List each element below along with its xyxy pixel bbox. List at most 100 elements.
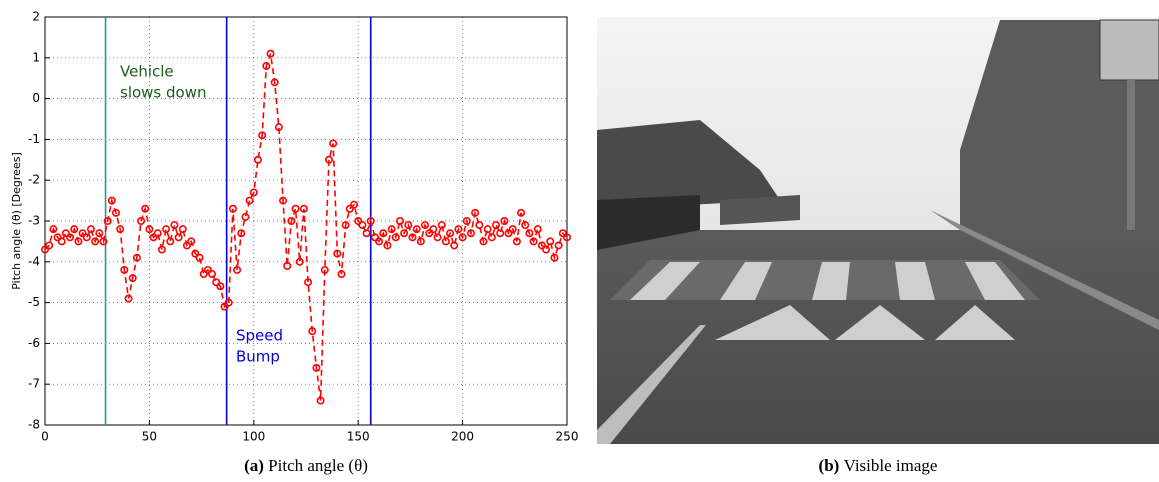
data-point [512,237,521,246]
data-point [145,225,154,234]
caption-label: (b) [819,456,840,475]
data-point [454,225,463,234]
data-point [487,233,496,242]
axes-frame [44,16,568,426]
y-tick-label: -4 [28,254,40,268]
data-point [291,204,300,213]
data-point [542,245,551,254]
data-point [475,221,484,230]
y-tick-label: -3 [28,214,40,228]
y-tick-label: 0 [32,91,40,105]
data-point [274,123,283,132]
data-point [162,225,171,234]
data-point [504,229,513,238]
data-point [283,261,292,270]
data-point [483,225,492,234]
data-point [170,221,179,230]
data-point [149,233,158,242]
data-point [241,212,250,221]
caption-label: (a) [244,456,264,475]
data-point [99,237,108,246]
data-point [320,265,329,274]
data-point [203,265,212,274]
data-point [404,221,413,230]
data-point [537,241,546,250]
data-point [425,229,434,238]
data-point [82,233,91,242]
data-point [366,217,375,226]
data-point [391,233,400,242]
data-point [258,131,267,140]
data-point [124,294,133,303]
data-point [287,217,296,226]
annotation: slows down [120,84,206,102]
x-tick-label: 0 [41,430,49,444]
data-point [429,225,438,234]
x-tick-label: 100 [242,430,265,444]
x-tick-label: 50 [142,430,157,444]
data-point [208,270,217,279]
data-point [304,278,313,287]
data-point [40,245,49,254]
data-point [299,204,308,213]
data-point [437,221,446,230]
data-point [249,188,258,197]
photo [597,17,1159,444]
annotation: Bump [236,348,280,366]
data-point [120,265,129,274]
data-point [295,257,304,266]
y-tick-label: -2 [28,173,40,187]
data-point [562,233,571,242]
caption: (b) Visible image [819,456,938,475]
data-point [466,229,475,238]
data-point [433,233,442,242]
data-point [224,298,233,307]
caption-text: Pitch angle (θ) [268,456,368,475]
data-point [341,221,350,230]
data-point [316,396,325,405]
data-point [529,237,538,246]
data-point [187,237,196,246]
data-point [370,233,379,242]
data-point [95,229,104,238]
data-point [153,229,162,238]
data-point [312,363,321,372]
data-point [49,225,58,234]
data-point [66,233,75,242]
data-point [525,229,534,238]
data-point [400,229,409,238]
data-point [458,233,467,242]
data-point [533,225,542,234]
data-point [253,155,262,164]
data-point [508,225,517,234]
data-point [324,155,333,164]
data-point [57,237,66,246]
data-point [517,208,526,217]
y-tick-label: -7 [28,377,40,391]
data-point [379,229,388,238]
data-point [70,225,79,234]
data-point [132,253,141,262]
data-point [350,200,359,209]
data-point [500,217,509,226]
y-tick-label: -8 [28,418,40,432]
data-point [337,270,346,279]
y-axis-label: Pitch angle (θ) [Degrees] [10,152,23,289]
data-point [462,217,471,226]
data-point [128,274,137,283]
data-point [333,249,342,258]
y-tick-label: -1 [28,132,40,146]
data-point [279,196,288,205]
data-point [345,204,354,213]
data-point [375,237,384,246]
data-point [558,229,567,238]
data-point [195,253,204,262]
data-point [107,196,116,205]
data-point [492,221,501,230]
data-point [111,208,120,217]
data-point [395,217,404,226]
data-point [74,237,83,246]
data-point [471,208,480,217]
data-point [61,229,70,238]
